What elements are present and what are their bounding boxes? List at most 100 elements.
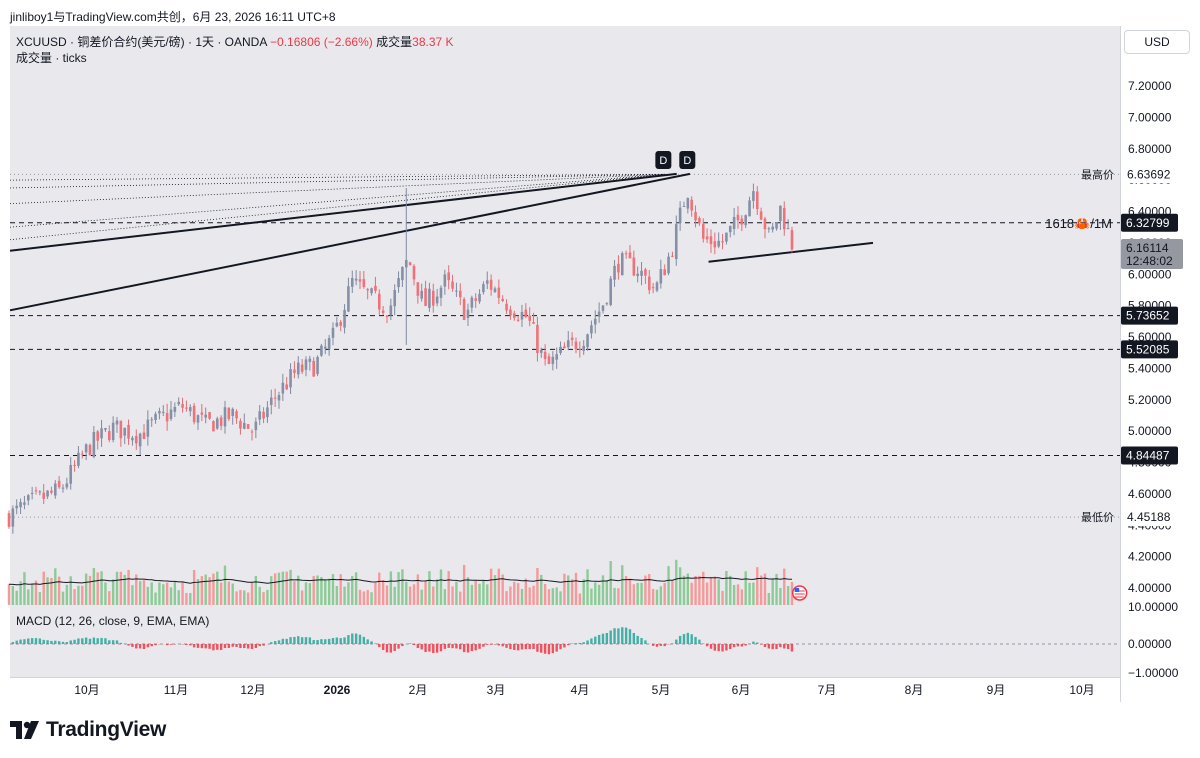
volume-bar bbox=[617, 588, 620, 605]
level-label-bg bbox=[1121, 508, 1183, 527]
volume-bar bbox=[231, 583, 234, 605]
macd-histogram bbox=[10, 627, 1120, 655]
symbol-legend[interactable]: XCUUSD · 铜差价合约(美元/磅) · 1天 · OANDA −0.168… bbox=[16, 33, 454, 50]
y-tick-label: 5.00000 bbox=[1128, 424, 1172, 438]
volume-bar bbox=[574, 572, 578, 605]
candle-body bbox=[698, 218, 701, 224]
volume-bar bbox=[104, 582, 107, 605]
volume-bar bbox=[281, 571, 285, 605]
candle-body bbox=[57, 480, 61, 488]
volume-bar bbox=[227, 581, 231, 605]
candle-body bbox=[736, 214, 740, 221]
candle-body bbox=[223, 407, 227, 427]
candle-body bbox=[752, 191, 755, 201]
dividend-marker-label: D bbox=[683, 155, 691, 167]
volume-bar bbox=[698, 575, 701, 605]
macd-bar bbox=[165, 644, 169, 646]
price-axis[interactable] bbox=[1120, 26, 1195, 702]
candle-body bbox=[412, 265, 416, 280]
fan-line bbox=[9, 173, 665, 205]
candle-body bbox=[377, 293, 381, 310]
volume-bar bbox=[100, 571, 103, 605]
candle-body bbox=[61, 487, 65, 489]
candle-body bbox=[296, 362, 300, 375]
volume-bar bbox=[327, 578, 331, 605]
volume-bar bbox=[362, 591, 366, 605]
macd-bar bbox=[96, 638, 99, 644]
candle-body bbox=[366, 289, 370, 291]
candle-body bbox=[138, 433, 142, 447]
volume-bar bbox=[189, 592, 192, 605]
currency-button[interactable]: USD bbox=[1124, 30, 1190, 54]
volume-bar bbox=[23, 572, 26, 605]
candle-body bbox=[50, 490, 53, 493]
volume-bar bbox=[412, 584, 416, 605]
candle-body bbox=[428, 288, 431, 308]
volume-bar bbox=[343, 586, 346, 605]
volume-bar bbox=[466, 577, 470, 605]
volume-bar bbox=[162, 584, 165, 605]
candle-body bbox=[401, 266, 404, 281]
candle-body bbox=[408, 262, 412, 265]
volume-bar bbox=[7, 584, 11, 605]
macd-bar bbox=[420, 644, 423, 650]
volume-bar bbox=[277, 572, 281, 605]
alert-label: 1618🦀/1M bbox=[1045, 216, 1112, 231]
volume-bar bbox=[351, 576, 354, 605]
candle-body bbox=[250, 431, 254, 433]
volume-bar bbox=[216, 571, 219, 605]
x-month-label: 11月 bbox=[164, 683, 188, 697]
macd-bar bbox=[11, 642, 15, 644]
volume-bar bbox=[601, 575, 605, 605]
volume-bar bbox=[19, 581, 22, 605]
y-tick-label: 6.80000 bbox=[1128, 142, 1172, 156]
volume-bar bbox=[339, 574, 342, 605]
volume-bar bbox=[779, 587, 782, 605]
volume-bar bbox=[590, 588, 593, 605]
volume-bars bbox=[7, 559, 794, 605]
volume-bar bbox=[678, 567, 682, 605]
volume-bar bbox=[212, 573, 215, 605]
macd-bar bbox=[597, 634, 601, 644]
macd-bar bbox=[578, 642, 582, 644]
macd-bar bbox=[239, 644, 242, 649]
candle-body bbox=[281, 382, 285, 394]
macd-bar bbox=[416, 644, 420, 649]
volume-bar bbox=[374, 582, 377, 605]
tradingview-brand[interactable]: TradingView bbox=[10, 716, 166, 744]
macd-bar bbox=[204, 644, 207, 649]
candle-body bbox=[146, 419, 150, 437]
volume-bar bbox=[420, 589, 423, 605]
candle-body bbox=[304, 359, 308, 370]
volume-bar bbox=[648, 574, 651, 605]
volume-bar bbox=[559, 591, 562, 605]
candle-body bbox=[497, 287, 501, 298]
candle-body bbox=[107, 431, 111, 441]
candle-body bbox=[512, 313, 516, 318]
volume-bar bbox=[702, 571, 705, 605]
volume-bar bbox=[308, 583, 312, 605]
time-axis[interactable] bbox=[10, 677, 1120, 703]
macd-bar bbox=[466, 644, 470, 653]
volume-bar bbox=[690, 582, 693, 605]
candle-body bbox=[142, 432, 146, 439]
candle-body bbox=[347, 286, 350, 312]
macd-bar bbox=[732, 644, 736, 648]
volume-bar bbox=[181, 581, 184, 605]
candle-body bbox=[370, 288, 373, 294]
candle-body bbox=[104, 428, 107, 430]
candle-body bbox=[539, 349, 543, 353]
volume-bar bbox=[725, 570, 728, 605]
volume-bar bbox=[682, 575, 686, 605]
volume-legend[interactable]: 成交量 · ticks bbox=[16, 51, 87, 65]
candle-body bbox=[15, 505, 19, 509]
macd-bar bbox=[505, 644, 508, 648]
volume-ma-line bbox=[8, 576, 793, 586]
volume-bar bbox=[428, 571, 431, 605]
macd-bar bbox=[84, 637, 88, 644]
volume-bar bbox=[501, 574, 504, 605]
volume-bar bbox=[613, 587, 616, 605]
macd-legend[interactable]: MACD (12, 26, close, 9, EMA, EMA) bbox=[16, 614, 210, 628]
